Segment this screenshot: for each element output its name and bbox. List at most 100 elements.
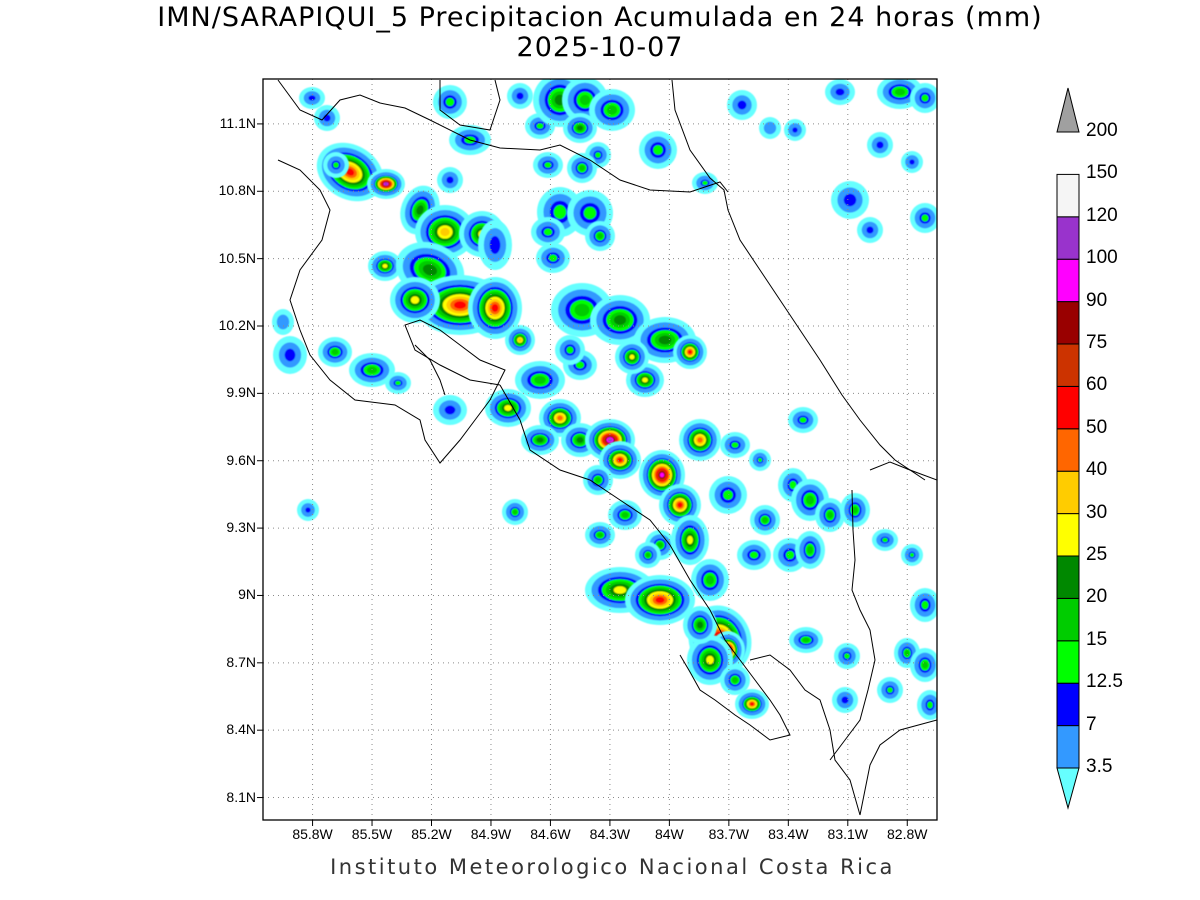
rain-cell — [917, 690, 937, 720]
rain-contour — [284, 348, 296, 362]
legend-level-label: 25 — [1086, 544, 1108, 565]
legend-swatch — [1056, 640, 1080, 684]
rain-contour — [737, 100, 747, 110]
rain-cell — [507, 83, 533, 109]
rain-contour — [489, 236, 501, 254]
rain-contour — [543, 228, 553, 236]
rain-cell — [531, 217, 565, 247]
rain-contour — [657, 542, 663, 548]
legend-level-label: 120 — [1086, 204, 1118, 226]
rain-contour — [921, 600, 929, 610]
axis-ticks — [257, 123, 908, 826]
rain-cell — [679, 419, 721, 461]
rain-contour — [440, 227, 450, 237]
rain-contour — [579, 165, 585, 171]
rain-contour — [887, 687, 893, 693]
rain-cell — [433, 395, 467, 425]
lat-tick-label: 8.1N — [226, 788, 256, 805]
rain-contour — [763, 121, 777, 135]
rain-contour — [597, 233, 603, 239]
legend-swatch — [1056, 597, 1080, 642]
rain-cell — [555, 335, 585, 365]
rain-cell — [692, 172, 718, 194]
rain-cell — [433, 85, 467, 119]
lon-tick-label: 83.7W — [708, 826, 750, 842]
rain-contour — [382, 263, 388, 269]
lon-tick-label: 84.6W — [530, 826, 571, 842]
legend-level-label: 3.5 — [1086, 756, 1113, 777]
rain-contour — [574, 303, 590, 317]
rain-contour — [677, 502, 683, 508]
legend-swatch — [1056, 725, 1080, 769]
rain-cell — [567, 153, 597, 183]
lon-tick-label: 83.1W — [827, 826, 869, 842]
rain-cell — [515, 361, 565, 399]
lon-tick-label: 82.8W — [887, 826, 928, 842]
rain-contour — [844, 653, 850, 659]
rain-cell — [625, 575, 695, 625]
map-date: 2025-10-07 — [516, 32, 684, 63]
legend-level-label: 60 — [1086, 374, 1108, 396]
rain-cell — [521, 425, 559, 455]
lat-tick-label: 10.8N — [218, 182, 256, 199]
rain-contour — [613, 315, 627, 325]
lat-tick-label: 8.4N — [226, 721, 256, 738]
rain-cell — [727, 90, 757, 120]
rain-cell — [635, 542, 661, 568]
rain-contour — [687, 535, 693, 545]
rain-contour — [645, 552, 651, 558]
rain-contour — [642, 377, 648, 383]
rain-cell — [720, 665, 750, 695]
rain-contour — [799, 417, 807, 423]
rain-contour — [706, 575, 714, 585]
rain-cell — [857, 217, 883, 243]
rain-contour — [544, 162, 552, 168]
rain-cell — [831, 181, 869, 219]
rain-cell — [673, 335, 707, 369]
rain-contour — [444, 405, 456, 415]
rain-contour — [607, 438, 613, 442]
rain-contour — [688, 350, 692, 354]
rain-cell — [872, 529, 898, 551]
rain-contour — [331, 349, 339, 355]
rain-cell — [585, 522, 615, 548]
source-credit: Instituto Meteorologico Nacional Costa R… — [330, 855, 895, 879]
lon-tick-label: 84.9W — [470, 826, 512, 842]
rain-contour — [866, 226, 874, 234]
rain-contour — [595, 152, 601, 158]
rain-cell — [299, 87, 325, 109]
rain-cell — [671, 515, 709, 565]
rain-contour — [757, 457, 763, 463]
rain-cell — [901, 544, 923, 566]
rain-contour — [323, 114, 331, 122]
precipitation-field — [272, 79, 937, 720]
rain-contour — [446, 176, 454, 184]
rain-cell — [709, 476, 747, 514]
rain-contour — [557, 415, 563, 421]
legend-level-label: 30 — [1086, 501, 1108, 523]
rain-contour — [802, 637, 810, 643]
rain-contour — [276, 314, 290, 330]
rain-contour — [629, 354, 635, 360]
rain-contour — [518, 338, 522, 342]
rain-contour — [566, 346, 574, 354]
rain-contour — [536, 123, 544, 129]
rain-contour — [655, 596, 665, 604]
rain-contour — [921, 214, 929, 222]
rain-cell — [840, 493, 870, 527]
rain-contour — [504, 405, 512, 411]
rain-cell — [720, 432, 750, 458]
rain-cell — [533, 152, 563, 178]
rain-cell — [784, 119, 806, 141]
rain-cell — [468, 277, 522, 339]
rain-contour — [659, 472, 665, 478]
lat-tick-label: 9.3N — [226, 519, 256, 536]
rain-cell — [583, 465, 613, 495]
rain-cell — [815, 498, 845, 532]
lat-tick-label: 10.2N — [218, 317, 256, 333]
rain-contour — [731, 442, 739, 448]
rain-contour — [308, 95, 316, 101]
rain-cell — [795, 531, 825, 569]
rain-cell — [563, 113, 597, 143]
